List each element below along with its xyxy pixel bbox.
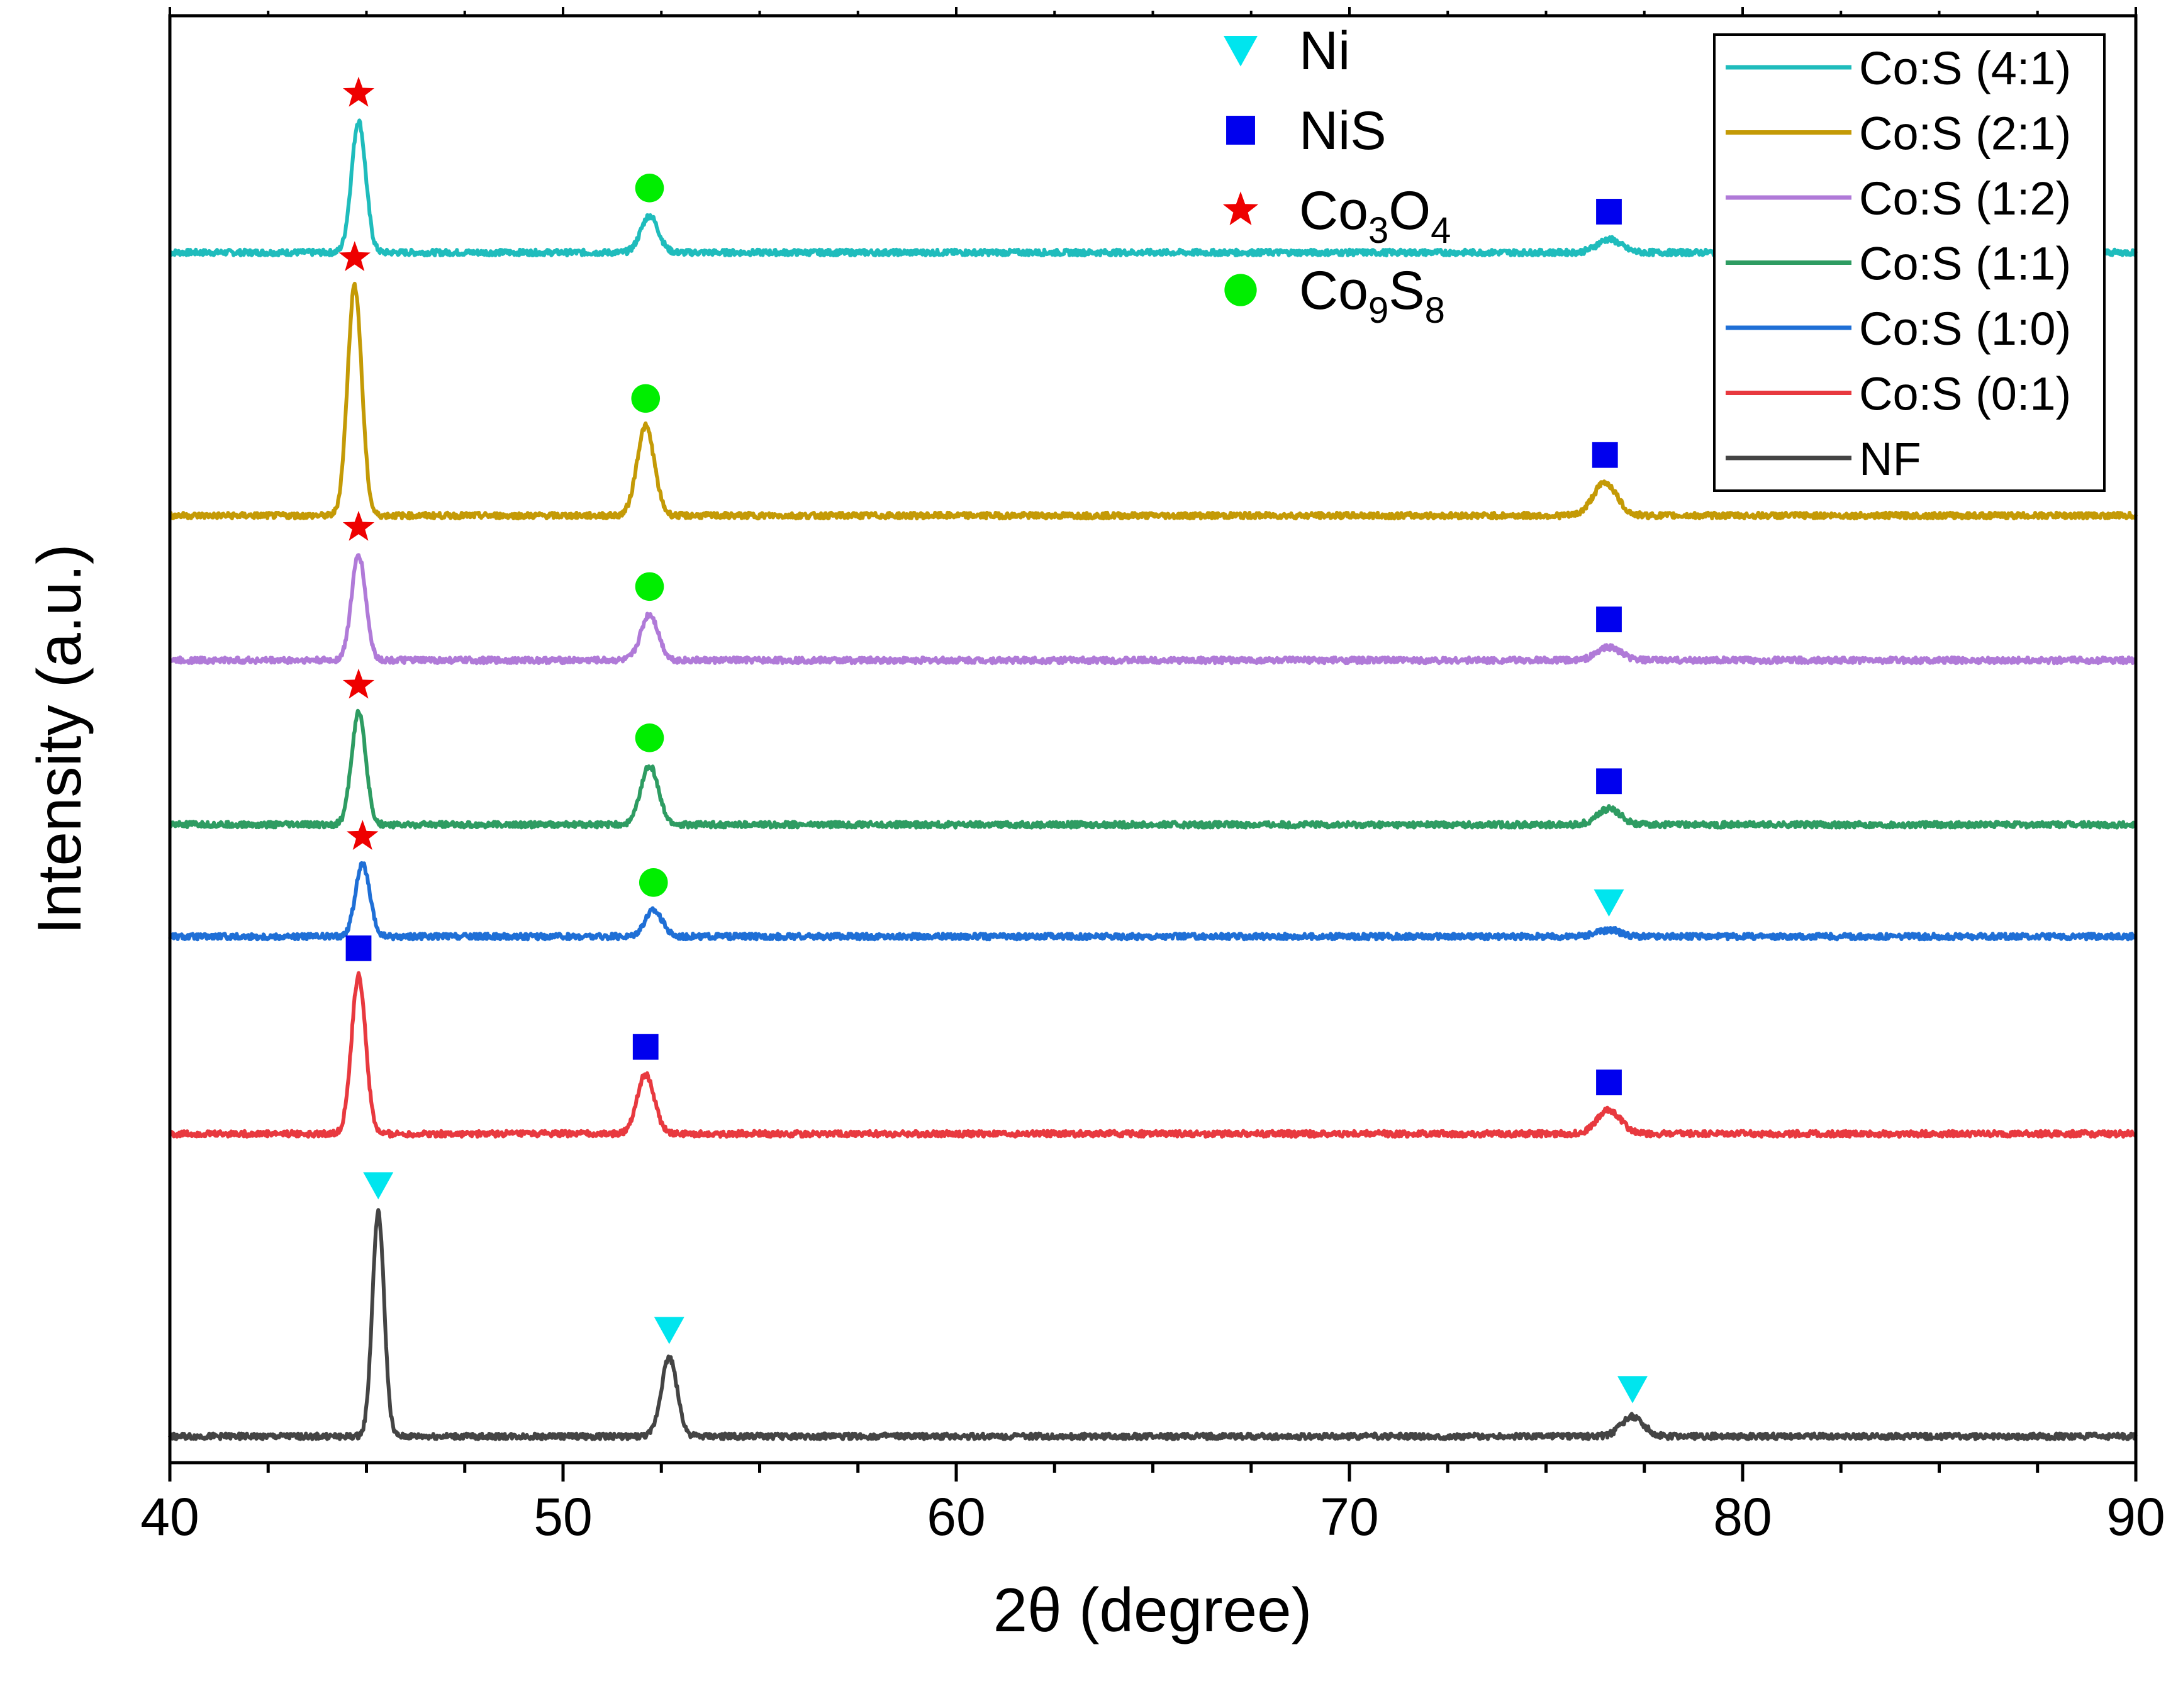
- square-peak-marker: [345, 935, 372, 961]
- y-axis-title: Intensity (a.u.): [25, 544, 94, 935]
- x-tick-label: 70: [1320, 1487, 1378, 1546]
- square-peak-marker: [1596, 606, 1622, 633]
- triangle-peak-marker: [1617, 1376, 1648, 1404]
- circle-peak-marker: [631, 384, 661, 413]
- legend-label: Co:S (1:0): [1859, 303, 2071, 355]
- triangle-legend-icon: [1224, 36, 1258, 67]
- square-peak-marker: [1596, 768, 1622, 795]
- square-peak-marker: [1596, 1069, 1622, 1096]
- marker-legend: Ni NiS Co3O4 Co9S8: [1222, 21, 1451, 331]
- legend-label: Co:S (4:1): [1859, 42, 2071, 94]
- star-peak-marker: [342, 76, 375, 107]
- x-axis-ticks: 40 50 60 70 80 90: [140, 7, 2165, 1546]
- square-legend-icon: [1226, 116, 1255, 145]
- triangle-peak-marker: [363, 1172, 394, 1200]
- square-peak-marker: [1596, 199, 1622, 225]
- legend-label: Co:S (1:1): [1859, 238, 2071, 290]
- series-line-5: [169, 971, 2138, 1139]
- circle-peak-marker: [639, 868, 668, 897]
- triangle-peak-marker: [1594, 889, 1624, 917]
- star-peak-marker: [342, 510, 375, 541]
- legend-label: NF: [1859, 433, 1921, 485]
- marker-legend-label: NiS: [1299, 101, 1387, 161]
- marker-legend-label: Ni: [1299, 21, 1350, 81]
- x-tick-label: 40: [140, 1487, 199, 1546]
- square-peak-marker: [1592, 442, 1618, 468]
- legend-label: Co:S (1:2): [1859, 172, 2071, 225]
- series-line-4: [168, 861, 2138, 942]
- circle-peak-marker: [635, 174, 664, 203]
- series-line-3: [169, 708, 2138, 830]
- peak-markers: [338, 76, 1648, 1404]
- circle-legend-icon: [1224, 274, 1257, 306]
- star-peak-marker: [347, 820, 379, 850]
- star-peak-marker: [342, 668, 375, 699]
- x-tick-label: 90: [2106, 1487, 2165, 1546]
- x-tick-label: 50: [533, 1487, 592, 1546]
- square-peak-marker: [632, 1034, 659, 1060]
- legend-label: Co:S (2:1): [1859, 108, 2071, 160]
- series-traces: [168, 118, 2138, 1441]
- series-line-6: [168, 1208, 2138, 1441]
- legend-label: Co:S (0:1): [1859, 368, 2071, 420]
- x-tick-label: 80: [1713, 1487, 1772, 1546]
- series-line-1: [168, 281, 2138, 521]
- circle-peak-marker: [635, 572, 664, 601]
- circle-peak-marker: [635, 723, 664, 752]
- series-line-2: [168, 553, 2137, 666]
- x-axis-title: 2θ (degree): [993, 1575, 1312, 1644]
- marker-legend-label: Co3O4: [1299, 181, 1451, 251]
- star-legend-icon: [1222, 191, 1259, 225]
- series-legend: Co:S (4:1) Co:S (2:1) Co:S (1:2) Co:S (1:1)…: [1726, 42, 2071, 485]
- x-tick-label: 60: [927, 1487, 985, 1546]
- triangle-peak-marker: [654, 1317, 684, 1344]
- star-peak-marker: [338, 241, 371, 271]
- marker-legend-label: Co9S8: [1299, 260, 1445, 331]
